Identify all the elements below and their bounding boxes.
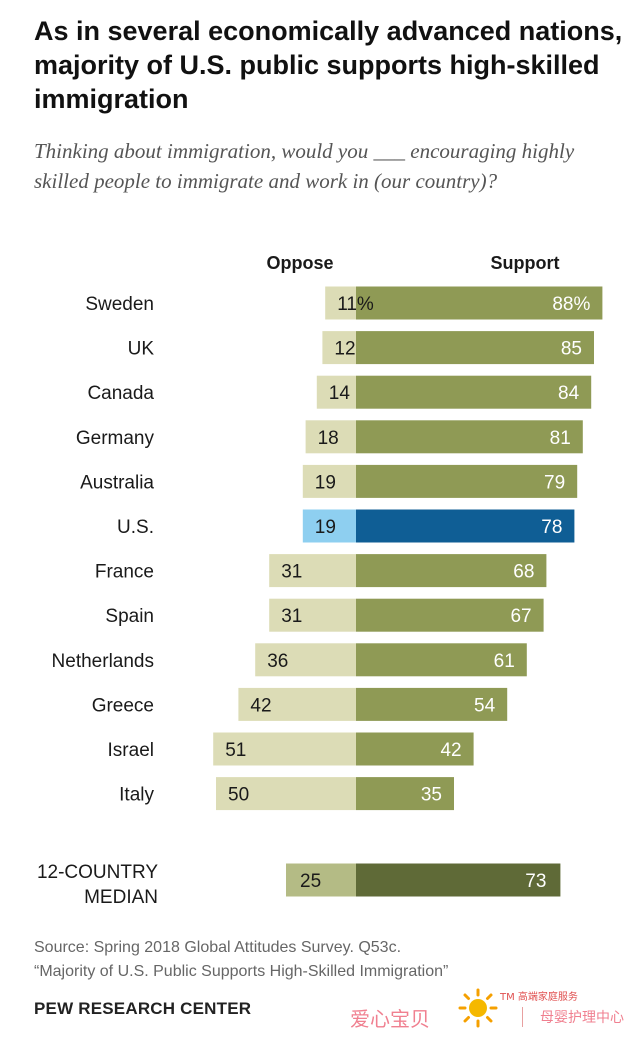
- oppose-value-label: 51: [225, 740, 246, 761]
- support-value-label: 68: [513, 562, 534, 583]
- category-label: Greece: [92, 695, 154, 716]
- oppose-value-label: 36: [267, 651, 288, 672]
- category-label: Spain: [105, 606, 154, 627]
- category-label: UK: [128, 339, 155, 360]
- median-support-value-label: 73: [525, 871, 546, 892]
- oppose-value-label: 11%: [337, 294, 374, 315]
- category-label: Germany: [76, 428, 155, 449]
- category-label: Italy: [119, 785, 154, 806]
- support-value-label: 42: [440, 740, 461, 761]
- source-note: Source: Spring 2018 Global Attitudes Sur…: [34, 936, 594, 984]
- support-value-label: 88%: [552, 294, 590, 315]
- category-label: U.S.: [117, 517, 154, 538]
- oppose-value-label: 31: [281, 562, 302, 583]
- report-title-line: “Majority of U.S. Public Supports High-S…: [34, 960, 594, 984]
- median-label: 12-COUNTRY: [37, 862, 158, 883]
- oppose-value-label: 18: [318, 428, 339, 449]
- support-value-label: 78: [541, 517, 562, 538]
- oppose-value-label: 50: [228, 785, 249, 806]
- category-label: Canada: [87, 383, 154, 404]
- oppose-column-header: Oppose: [266, 253, 333, 273]
- category-label: Australia: [80, 472, 154, 493]
- support-bar: [356, 331, 594, 364]
- diverging-bar-chart: Oppose Support Sweden 11% 88% UK 12 85 Canada 14 8…: [0, 240, 640, 930]
- support-value-label: 79: [544, 472, 565, 493]
- support-value-label: 85: [561, 339, 582, 360]
- organization-name: PEW RESEARCH CENTER: [34, 999, 251, 1019]
- support-bar: [356, 376, 591, 409]
- support-value-label: 54: [474, 695, 496, 716]
- support-value-label: 61: [494, 651, 515, 672]
- category-label: Sweden: [85, 294, 154, 315]
- sun-logo-icon: [458, 988, 498, 1028]
- oppose-value-label: 14: [329, 383, 351, 404]
- support-value-label: 35: [421, 785, 442, 806]
- category-label: Netherlands: [52, 651, 154, 672]
- watermark-brand: 爱心宝贝: [350, 1003, 430, 1032]
- support-column-header: Support: [491, 253, 560, 273]
- support-value-label: 84: [558, 383, 580, 404]
- source-line: Source: Spring 2018 Global Attitudes Sur…: [34, 936, 594, 960]
- median-oppose-value-label: 25: [300, 871, 321, 892]
- watermark-logo: 爱心宝贝 TM 高端家庭服务 母婴护理中心: [350, 985, 640, 1035]
- oppose-value-label: 12: [334, 339, 355, 360]
- oppose-value-label: 19: [315, 472, 336, 493]
- median-label: MEDIAN: [84, 887, 158, 908]
- oppose-value-label: 19: [315, 517, 336, 538]
- chart-title: As in several economically advanced nati…: [34, 14, 624, 116]
- support-value-label: 81: [550, 428, 571, 449]
- category-label: France: [95, 562, 154, 583]
- oppose-value-label: 31: [281, 606, 302, 627]
- watermark-service: 母婴护理中心: [540, 1007, 624, 1027]
- category-label: Israel: [108, 740, 154, 761]
- chart-subtitle: Thinking about immigration, would you __…: [34, 136, 624, 196]
- oppose-value-label: 42: [250, 695, 271, 716]
- support-value-label: 67: [510, 606, 531, 627]
- watermark-tagline: TM 高端家庭服务: [500, 988, 578, 1003]
- watermark-divider: [522, 1007, 523, 1027]
